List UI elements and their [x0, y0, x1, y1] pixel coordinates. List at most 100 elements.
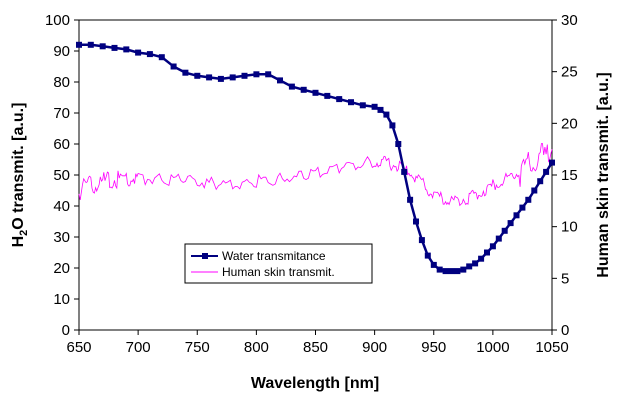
series-water-point	[466, 263, 473, 270]
y-left-title-sub: 2	[18, 230, 30, 236]
legend-skin-label: Human skin transmit.	[222, 265, 335, 279]
y-left-tick-label: 0	[62, 322, 70, 339]
y-left-title-rest: O transmit. [a.u.]	[10, 103, 27, 230]
series-water-point	[489, 243, 496, 250]
x-tick-label: 950	[421, 339, 446, 356]
series-water-point	[513, 212, 520, 219]
series-water-point	[359, 102, 366, 109]
series-water-point	[324, 92, 331, 99]
y-left-tick-label: 70	[53, 105, 70, 122]
series-water-point	[265, 71, 272, 78]
series-water-point	[253, 71, 260, 78]
series-water-point	[407, 196, 414, 203]
series-water-point	[336, 96, 343, 103]
legend-water-label: Water transmitance	[222, 249, 326, 263]
series-water-point	[430, 261, 437, 268]
series-water-point	[543, 168, 550, 175]
series-water-point	[436, 266, 443, 273]
y-right-tick-label: 15	[561, 167, 578, 184]
series-water-point	[229, 74, 236, 81]
series-water-point	[277, 77, 283, 84]
series-water-point	[348, 99, 354, 106]
y-left-tick-label: 10	[53, 291, 70, 308]
series-water-point	[537, 178, 544, 185]
series-water-point	[300, 86, 307, 93]
y-right-tick-label: 30	[561, 12, 578, 29]
series-water-point	[549, 159, 555, 166]
series-water-point	[525, 196, 532, 203]
series-water-point	[389, 122, 396, 129]
series-water-point	[519, 204, 526, 211]
y-left-tick-label: 60	[53, 136, 70, 153]
y-right-tick-label: 10	[561, 219, 578, 236]
y-left-tick-label: 30	[53, 229, 70, 246]
series-water-point	[312, 89, 319, 96]
y-left-tick-label: 20	[53, 260, 70, 277]
x-tick-label: 700	[126, 339, 151, 356]
series-water-point	[158, 54, 165, 61]
series-water-point	[442, 268, 449, 275]
series-water-point	[377, 106, 384, 113]
series-water-point	[217, 75, 224, 82]
series-water-point	[507, 220, 514, 227]
series-water-point	[76, 41, 82, 48]
y-right-axis-title: Human skin transmit. [a.u.]	[595, 72, 612, 277]
x-tick-label: 750	[185, 339, 210, 356]
series-water-point	[371, 103, 378, 110]
series-water-point	[170, 63, 177, 70]
series-water-point	[87, 41, 94, 48]
series-water-point	[182, 69, 189, 76]
series-water-point	[206, 74, 213, 81]
legend-water-marker	[202, 253, 208, 259]
y-right-tick-label: 5	[561, 270, 569, 287]
series-water-point	[111, 44, 118, 51]
x-tick-label: 850	[303, 339, 328, 356]
series-water-point	[424, 252, 431, 259]
series-water-point	[383, 111, 390, 118]
series-water-point	[241, 72, 248, 79]
series-water-point	[288, 83, 295, 90]
series-water-point	[460, 266, 467, 273]
x-tick-label: 800	[244, 339, 269, 356]
y-left-axis-title: H2O transmit. [a.u.]	[10, 103, 30, 248]
series-water-point	[194, 72, 201, 79]
series-water-point	[448, 268, 455, 275]
y-left-tick-label: 40	[53, 198, 70, 215]
series-layer	[76, 41, 555, 275]
series-skin-line	[78, 143, 553, 207]
y-left-axis-ticks: 0 10 20 30 40 50 60 70 80 90 100	[45, 12, 79, 339]
x-tick-label: 1000	[476, 339, 509, 356]
x-tick-label: 650	[66, 339, 91, 356]
series-water-point	[135, 49, 142, 56]
x-tick-label: 900	[362, 339, 387, 356]
y-left-tick-label: 100	[45, 12, 70, 29]
y-left-title-h: H	[10, 236, 27, 248]
series-water-point	[395, 141, 402, 147]
series-water-point	[454, 268, 461, 275]
y-right-tick-label: 25	[561, 64, 578, 81]
x-axis-ticks: 650 700 750 800 850 900 950 1000 1050	[66, 330, 569, 356]
series-water-point	[495, 235, 502, 242]
series-water-point	[531, 187, 538, 194]
series-water-point	[484, 249, 490, 256]
series-water-point	[472, 260, 479, 267]
y-left-tick-label: 80	[53, 74, 70, 91]
series-water-point	[478, 255, 485, 262]
series-water-point	[146, 51, 153, 58]
y-left-tick-label: 90	[53, 43, 70, 60]
x-tick-label: 1050	[535, 339, 568, 356]
y-right-axis-ticks: 0 5 10 15 20 25 30	[552, 12, 578, 339]
x-axis-title: Wavelength [nm]	[251, 375, 379, 392]
legend: Water transmitance Human skin transmit.	[184, 243, 373, 284]
y-right-tick-label: 0	[561, 322, 569, 339]
series-water-point	[123, 46, 130, 53]
legend-box	[184, 243, 373, 284]
series-water-point	[99, 43, 106, 50]
series-water-point	[401, 168, 408, 175]
series-water-point	[501, 227, 508, 234]
y-left-tick-label: 50	[53, 167, 70, 184]
y-right-tick-label: 20	[561, 115, 578, 132]
series-water-point	[418, 237, 425, 244]
series-water-point	[413, 218, 419, 225]
